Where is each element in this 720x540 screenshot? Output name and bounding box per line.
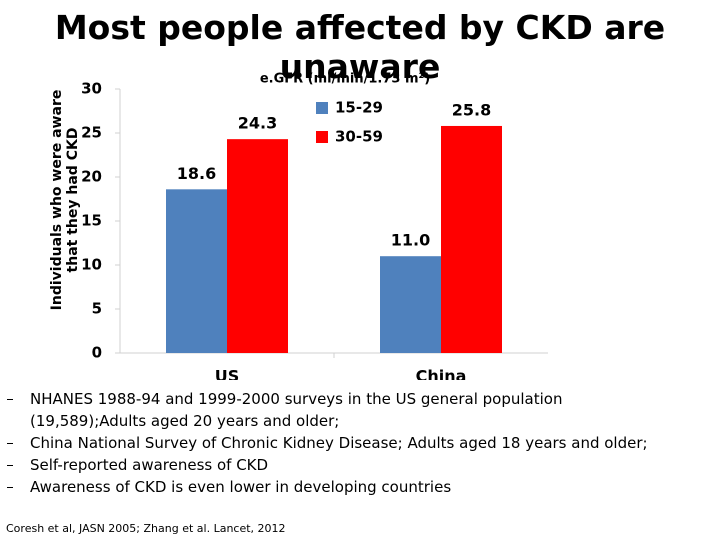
bar bbox=[380, 256, 441, 353]
x-tick-label: China bbox=[416, 367, 467, 381]
chart: Individuals who were aware that they had … bbox=[49, 72, 548, 381]
y-axis-label: Individuals who were aware that they had … bbox=[49, 90, 81, 311]
legend-swatch bbox=[316, 131, 328, 143]
x-tick-label: US bbox=[215, 367, 240, 381]
y-tick-label: 0 bbox=[92, 344, 102, 362]
notes: NHANES 1988-94 and 1999-2000 surveys in … bbox=[7, 388, 680, 498]
y-tick-label: 10 bbox=[81, 256, 102, 274]
note: China National Survey of Chronic Kidney … bbox=[7, 432, 680, 454]
bar bbox=[441, 125, 502, 354]
y-tick-label: 20 bbox=[81, 168, 102, 186]
note: Self-reported awareness of CKD bbox=[7, 454, 680, 476]
y-axis-label-line: that they had CKD bbox=[65, 128, 81, 273]
note: NHANES 1988-94 and 1999-2000 surveys in … bbox=[7, 388, 680, 432]
value-label: 18.6 bbox=[177, 164, 216, 183]
y-tick-label: 25 bbox=[81, 124, 102, 142]
chart-title: Most people affected by CKD are unaware bbox=[54, 8, 666, 86]
y-axis-label-line: Individuals who were aware bbox=[49, 90, 65, 311]
value-label: 25.8 bbox=[452, 100, 491, 119]
value-label: 11.0 bbox=[391, 231, 430, 250]
legend-label: 30-59 bbox=[335, 128, 383, 146]
value-label: 24.3 bbox=[238, 114, 277, 133]
legend-label: 15-29 bbox=[335, 99, 383, 117]
y-tick-label: 5 bbox=[92, 300, 102, 318]
legend-swatch bbox=[316, 102, 328, 114]
citation: Coresh et al, JASN 2005; Zhang et al. La… bbox=[6, 522, 286, 535]
bar bbox=[227, 139, 288, 353]
bar bbox=[166, 189, 227, 353]
note: Awareness of CKD is even lower in develo… bbox=[7, 476, 680, 498]
y-tick-label: 15 bbox=[81, 212, 102, 230]
y-tick-label: 30 bbox=[81, 80, 102, 98]
legend-title: e.GFR (ml/min/1.73 m²) bbox=[260, 72, 430, 87]
